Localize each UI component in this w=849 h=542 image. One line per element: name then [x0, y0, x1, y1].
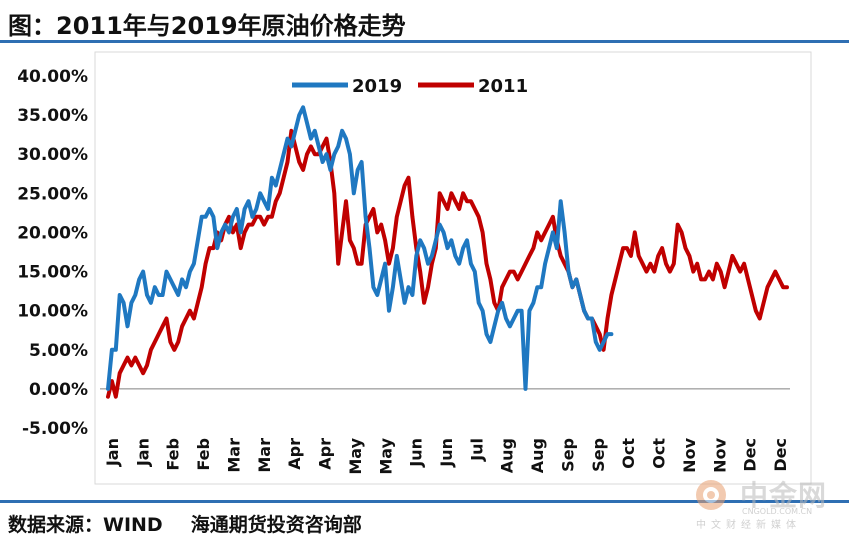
x-tick-label: Nov: [680, 437, 699, 472]
x-tick-label: Sep: [558, 438, 577, 472]
y-tick-label: 20.00%: [17, 223, 88, 243]
x-tick-label: Jun: [407, 438, 426, 468]
source-line: 数据来源：WIND 海通期货投资咨询部: [8, 510, 362, 537]
x-tick-label: Aug: [528, 438, 547, 473]
legend-label-2019: 2019: [352, 76, 402, 97]
plot-frame: [94, 51, 812, 485]
y-tick-label: 0.00%: [29, 380, 88, 400]
x-tick-label: Feb: [164, 438, 183, 471]
x-tick-label: Oct: [650, 438, 669, 469]
chart-title: 图：2011年与2019年原油价格走势: [8, 12, 406, 40]
x-tick-label: Apr: [285, 438, 304, 470]
y-tick-label: 5.00%: [29, 341, 88, 361]
top-divider: [0, 40, 849, 43]
line-chart: -5.00% 0.00% 5.00% 10.00% 15.00% 20.00% 25.00%…: [17, 51, 812, 485]
x-tick-label: Sep: [589, 438, 608, 472]
x-tick-label: Mar: [255, 438, 274, 473]
y-tick-label: 30.00%: [17, 145, 88, 165]
x-tick-label: Jan: [103, 438, 122, 467]
y-tick-label: 15.00%: [17, 263, 88, 283]
watermark-name: 中金网: [740, 479, 828, 512]
x-tick-label: Feb: [194, 438, 213, 471]
x-tick-label: Jan: [133, 438, 152, 467]
watermark-tagline: 中文财经新媒体: [696, 520, 801, 531]
x-tick-label: May: [376, 437, 395, 474]
x-tick-label: Dec: [771, 438, 790, 472]
x-tick-label: May: [346, 437, 365, 474]
source-label: 数据来源：WIND: [8, 514, 163, 536]
x-axis: Jan Jan Feb Feb Mar Mar Apr Apr May May Jun Jun Jul A…: [100, 388, 790, 475]
source-org: 海通期货投资咨询部: [190, 514, 362, 536]
bottom-divider: [0, 500, 849, 503]
y-tick-label: 25.00%: [17, 184, 88, 204]
x-tick-label: Aug: [498, 438, 517, 473]
y-tick-label: 10.00%: [17, 302, 88, 322]
x-tick-label: Dec: [741, 438, 760, 472]
x-tick-label: Jul: [467, 438, 486, 462]
x-tick-label: Mar: [224, 438, 243, 473]
x-tick-label: Jun: [437, 438, 456, 468]
watermark-url: CNGOLD.COM.CN: [742, 507, 813, 516]
coin-logo-icon: [696, 480, 726, 510]
legend: 2019 2011: [292, 76, 528, 97]
y-tick-label: 40.00%: [17, 67, 88, 87]
series-line-2011: [106, 128, 789, 399]
watermark: 中金网 CNGOLD.COM.CN 中文财经新媒体: [690, 474, 840, 531]
x-tick-label: Oct: [619, 438, 638, 469]
x-tick-label: Nov: [710, 437, 729, 472]
y-tick-label: 35.00%: [17, 106, 88, 126]
legend-label-2011: 2011: [478, 76, 528, 97]
y-tick-label: -5.00%: [22, 419, 88, 439]
series-layer: [106, 105, 789, 399]
series-line-2019: [106, 105, 614, 391]
y-axis: -5.00% 0.00% 5.00% 10.00% 15.00% 20.00% 25.00%…: [17, 67, 88, 439]
x-tick-label: Apr: [316, 438, 335, 470]
